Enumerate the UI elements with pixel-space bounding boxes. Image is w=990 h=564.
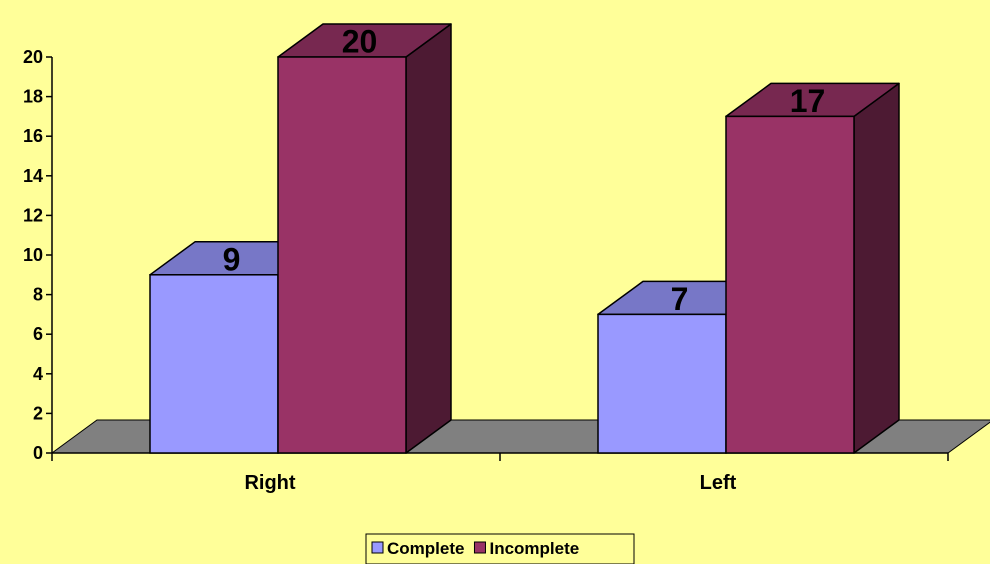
y-tick-label: 6: [33, 324, 43, 344]
legend-swatch: [371, 541, 384, 554]
y-tick-label: 14: [23, 166, 43, 186]
y-tick-label: 2: [33, 403, 43, 423]
bar-front-face: [725, 115, 855, 454]
data-label: 20: [342, 24, 378, 60]
legend-label: Incomplete: [489, 539, 579, 558]
bar-incomplete-left: [725, 82, 900, 454]
bar-front-face: [149, 274, 279, 454]
legend: Complete Incomplete: [365, 533, 635, 564]
bar-front-face: [277, 56, 407, 454]
x-category-label: Right: [244, 472, 295, 494]
x-category-label: Left: [700, 472, 737, 494]
bar-side-face: [853, 82, 900, 454]
y-tick-label: 10: [23, 245, 43, 265]
y-tick-label: 12: [23, 205, 43, 225]
legend-swatch: [473, 541, 486, 554]
legend-item-incomplete: Incomplete: [473, 539, 579, 558]
y-tick-label: 18: [23, 87, 43, 107]
data-label: 7: [671, 281, 689, 317]
data-label: 9: [223, 241, 241, 277]
y-tick-label: 8: [33, 285, 43, 305]
legend-item-complete: Complete: [371, 539, 464, 558]
bar-front-face: [597, 313, 727, 454]
y-tick-label: 0: [33, 443, 43, 463]
legend-label: Complete: [387, 539, 464, 558]
legend-box: [365, 533, 635, 564]
y-tick-label: 4: [33, 364, 43, 384]
bar-side-face: [405, 23, 452, 454]
data-label: 17: [790, 83, 826, 119]
y-tick-label: 20: [23, 47, 43, 67]
bar-incomplete-right: [277, 23, 452, 454]
y-tick-label: 16: [23, 126, 43, 146]
